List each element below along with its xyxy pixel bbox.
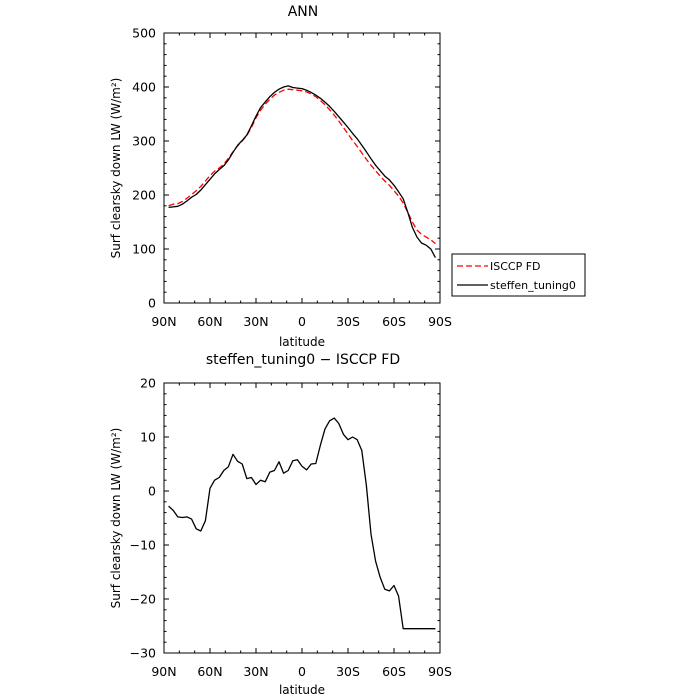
- top-series-line-0: [168, 88, 436, 245]
- bottom-series-lines: [168, 417, 436, 630]
- bottom-y-tick-label: 20: [140, 376, 156, 391]
- top-x-axis-label: latitude: [279, 335, 325, 349]
- top-y-tick-label: 0: [148, 296, 156, 311]
- top-y-axis-label: Surf clearsky down LW (W/m²): [109, 78, 123, 259]
- top-x-tick-label: 60N: [197, 314, 222, 329]
- bottom-x-tick-label: 90S: [428, 664, 452, 679]
- top-x-tick-label: 0: [298, 314, 306, 329]
- bottom-x-tick-label: 60S: [382, 664, 406, 679]
- bottom-x-tick-label: 90N: [151, 664, 176, 679]
- top-series-line-1: [168, 85, 436, 258]
- top-chart-title: ANN: [288, 4, 319, 20]
- bottom-y-tick-label: 0: [148, 484, 156, 499]
- top-x-tick-label: 30S: [336, 314, 360, 329]
- bottom-y-tick-label: 10: [140, 430, 156, 445]
- legend-box: [451, 253, 586, 297]
- bottom-x-tick-label: 30S: [336, 664, 360, 679]
- bottom-y-tick-label: −30: [130, 646, 156, 661]
- top-y-tick-label: 100: [132, 242, 156, 257]
- bottom-y-ticks: −30 −20 −10 0 10 20: [130, 376, 440, 661]
- bottom-panel: steffen_tuning0 − ISCCP FD −30 −20 −10 0 10 2…: [109, 352, 452, 697]
- bottom-x-tick-label: 30N: [243, 664, 268, 679]
- bottom-x-tick-label: 0: [298, 664, 306, 679]
- bottom-y-axis-label: Surf clearsky down LW (W/m²): [109, 428, 123, 609]
- top-y-tick-label: 300: [132, 134, 156, 149]
- bottom-y-tick-label: −10: [130, 538, 156, 553]
- bottom-series-line-0: [168, 417, 436, 630]
- legend-label-steffen: steffen_tuning0: [490, 279, 576, 292]
- bottom-y-tick-label: −20: [130, 592, 156, 607]
- top-x-ticks: 90N 60N 30N 0 30S 60S 90S: [151, 33, 452, 329]
- bottom-x-axis-label: latitude: [279, 683, 325, 697]
- top-y-tick-label: 400: [132, 80, 156, 95]
- top-panel: ANN 0 100 200 300 400 500 90N 60N 30N 0 30S 60S 90S…: [109, 4, 452, 349]
- top-x-tick-label: 30N: [243, 314, 268, 329]
- top-series-lines: [168, 85, 436, 258]
- bottom-chart-title: steffen_tuning0 − ISCCP FD: [206, 352, 400, 368]
- bottom-x-tick-label: 60N: [197, 664, 222, 679]
- top-y-tick-label: 500: [132, 26, 156, 41]
- legend-label-isccp: ISCCP FD: [490, 260, 541, 273]
- top-plot-frame: [163, 32, 441, 304]
- top-x-tick-label: 90N: [151, 314, 176, 329]
- top-y-ticks: 0 100 200 300 400 500: [132, 26, 440, 311]
- top-x-tick-label: 60S: [382, 314, 406, 329]
- bottom-x-ticks: 90N 60N 30N 0 30S 60S 90S: [151, 383, 452, 679]
- legend: ISCCP FD steffen_tuning0: [451, 253, 586, 297]
- top-y-tick-label: 200: [132, 188, 156, 203]
- top-x-tick-label: 90S: [428, 314, 452, 329]
